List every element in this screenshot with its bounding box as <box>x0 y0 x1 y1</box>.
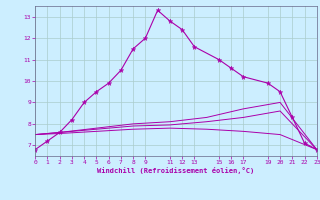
X-axis label: Windchill (Refroidissement éolien,°C): Windchill (Refroidissement éolien,°C) <box>97 167 255 174</box>
